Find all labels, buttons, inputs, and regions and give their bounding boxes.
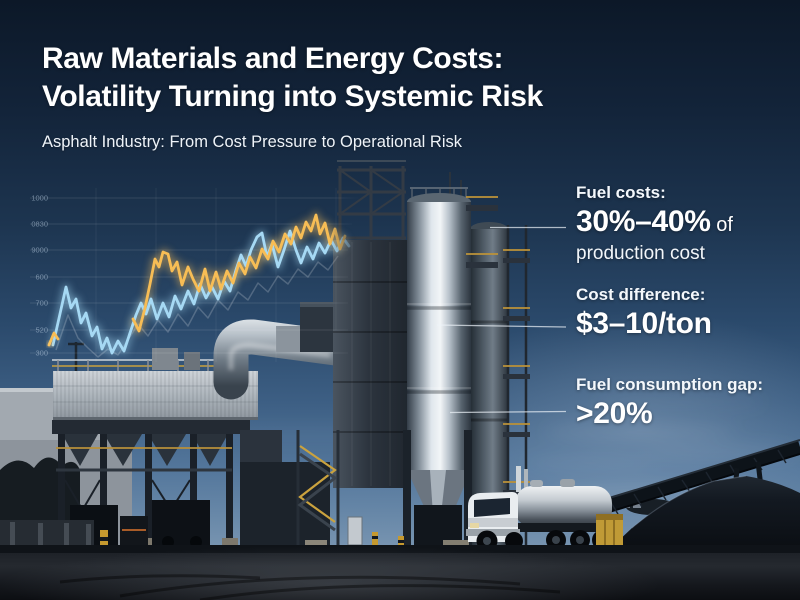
svg-text:600: 600 <box>35 273 48 282</box>
tanker-truck <box>466 466 612 552</box>
stairway <box>296 430 340 545</box>
chart-gridlines <box>30 188 360 362</box>
mixing-tower <box>333 160 407 488</box>
truck-cab <box>466 492 523 552</box>
tanker-trailer <box>515 486 612 527</box>
stat-value: >20% <box>576 397 653 430</box>
title-line-2: Volatility Turning into Systemic Risk <box>42 80 543 113</box>
duct-junction-box <box>276 326 302 352</box>
stat-cost-difference: Cost difference: $3–10/ton <box>576 285 791 340</box>
stat-fuel-costs: Fuel costs: 30%–40% of production cost <box>576 183 791 265</box>
foreground <box>0 520 800 600</box>
svg-text:700: 700 <box>35 299 48 308</box>
svg-text:1000: 1000 <box>31 194 48 203</box>
rooftop-unit <box>152 348 178 370</box>
connector-cost-difference <box>436 324 567 328</box>
orange-price-line <box>131 213 347 333</box>
stat-value: $3–10/ton <box>576 307 712 340</box>
page-subtitle: Asphalt Industry: From Cost Pressure to … <box>42 133 462 151</box>
orange-start-tick <box>47 331 60 347</box>
aggregate-pile <box>598 476 800 560</box>
conveyor <box>584 439 800 520</box>
control-cabinet <box>347 516 363 546</box>
truss-tower <box>337 160 406 240</box>
stat-label: Fuel consumption gap: <box>576 375 763 394</box>
stat-label: Fuel costs: <box>576 183 666 202</box>
stat-value: 30%–40% of <box>576 205 733 238</box>
orange-line-start-dot <box>47 341 53 347</box>
stat-suffix: of <box>710 214 733 236</box>
stat-detail: production cost <box>576 243 705 264</box>
stat-fuel-consumption-gap: Fuel consumption gap: >20% <box>576 375 791 430</box>
svg-text:520: 520 <box>35 326 48 335</box>
volatility-chart: 1000 0830 9000 600 700 520 300 <box>30 188 360 362</box>
svg-text:0830: 0830 <box>31 220 48 229</box>
chart-y-tick-labels: 1000 0830 9000 600 700 520 300 <box>31 194 48 358</box>
main-silo <box>403 172 472 550</box>
page-title: Raw Materials and Energy Costs: Volatili… <box>42 40 543 116</box>
blue-price-line <box>51 229 351 355</box>
title-line-1: Raw Materials and Energy Costs: <box>42 42 504 75</box>
yellow-bin <box>596 514 623 547</box>
stat-label: Cost difference: <box>576 285 706 304</box>
svg-text:300: 300 <box>35 349 48 358</box>
connector-fuel-gap <box>449 410 567 414</box>
ghost-line <box>55 255 339 358</box>
svg-text:9000: 9000 <box>31 246 48 255</box>
support-structure <box>52 420 250 556</box>
tire-marks <box>59 574 561 600</box>
stat-connector-lines <box>436 226 567 414</box>
